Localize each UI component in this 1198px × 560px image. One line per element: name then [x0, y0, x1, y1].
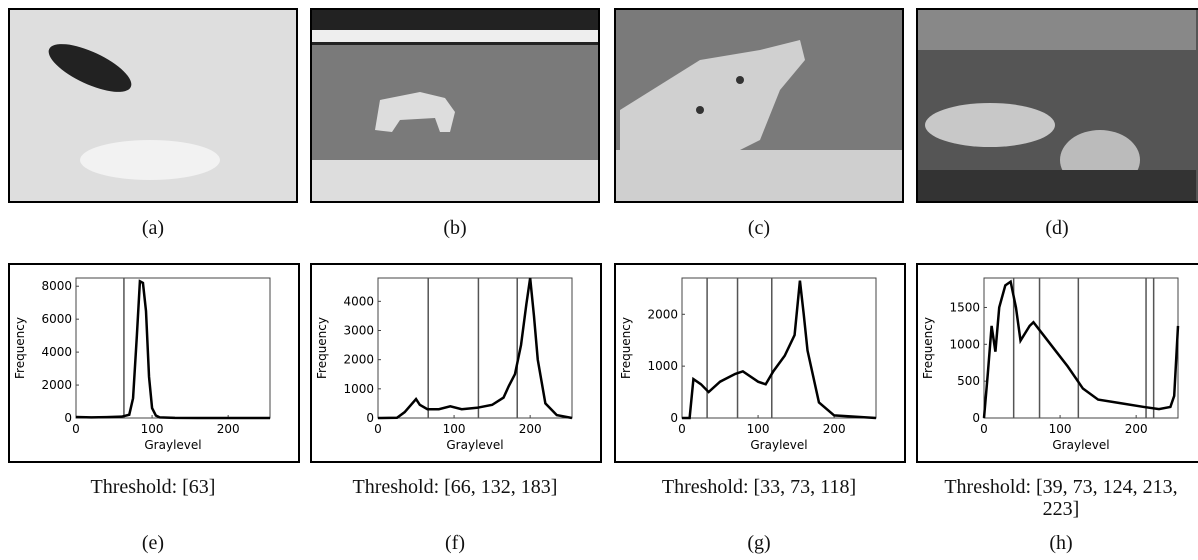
y-tick-label: 4000 [343, 294, 374, 308]
x-tick-label: 0 [678, 422, 686, 436]
x-tick-label: 100 [1049, 422, 1072, 436]
x-tick-label: 0 [374, 422, 382, 436]
caption: (a) [33, 217, 273, 239]
caption: (e) [33, 532, 273, 554]
y-tick-label: 0 [366, 411, 374, 425]
caption: (b) [335, 217, 575, 239]
y-tick-label: 2000 [41, 378, 72, 392]
x-tick-label: 200 [823, 422, 846, 436]
y-tick-label: 0 [972, 411, 980, 425]
x-axis-label: Graylevel [144, 438, 201, 452]
y-axis-label: Frequency [619, 317, 633, 379]
x-tick-label: 0 [72, 422, 80, 436]
plot-area [76, 278, 270, 418]
y-tick-label: 0 [670, 411, 678, 425]
x-axis-label: Graylevel [1052, 438, 1109, 452]
x-tick-label: 100 [443, 422, 466, 436]
y-tick-label: 6000 [41, 312, 72, 326]
y-axis-label: Frequency [921, 317, 935, 379]
image-a [9, 9, 297, 202]
y-tick-label: 2000 [647, 307, 678, 321]
image-b [311, 9, 599, 202]
threshold-caption: Threshold: [39, 73, 124, 213, 223] [941, 476, 1181, 520]
x-tick-label: 200 [519, 422, 542, 436]
y-tick-label: 500 [957, 374, 980, 388]
y-tick-label: 2000 [343, 353, 374, 367]
threshold-caption: Threshold: [33, 73, 118] [639, 476, 879, 498]
y-tick-label: 1000 [647, 359, 678, 373]
x-tick-label: 100 [141, 422, 164, 436]
y-tick-label: 0 [64, 411, 72, 425]
caption: (h) [941, 532, 1181, 554]
image-d [917, 9, 1198, 202]
x-tick-label: 200 [1125, 422, 1148, 436]
caption: (f) [335, 532, 575, 554]
y-axis-label: Frequency [315, 317, 329, 379]
y-tick-label: 1000 [949, 337, 980, 351]
image-c [615, 9, 903, 202]
x-tick-label: 100 [747, 422, 770, 436]
y-tick-label: 4000 [41, 345, 72, 359]
caption: (d) [937, 217, 1177, 239]
y-tick-label: 1500 [949, 300, 980, 314]
y-tick-label: 1000 [343, 382, 374, 396]
histogram-line [378, 278, 572, 418]
histogram-line [682, 281, 876, 418]
threshold-caption: Threshold: [66, 132, 183] [335, 476, 575, 498]
caption: (c) [639, 217, 879, 239]
x-tick-label: 0 [980, 422, 988, 436]
page: 020004000600080000100200GraylevelFrequen… [0, 0, 1198, 560]
plot-area [682, 278, 876, 418]
y-tick-label: 3000 [343, 324, 374, 338]
threshold-caption: Threshold: [63] [33, 476, 273, 498]
x-axis-label: Graylevel [446, 438, 503, 452]
y-axis-label: Frequency [13, 317, 27, 379]
x-tick-label: 200 [217, 422, 240, 436]
histogram-line [76, 281, 270, 418]
caption: (g) [639, 532, 879, 554]
x-axis-label: Graylevel [750, 438, 807, 452]
y-tick-label: 8000 [41, 279, 72, 293]
plot-area [378, 278, 572, 418]
